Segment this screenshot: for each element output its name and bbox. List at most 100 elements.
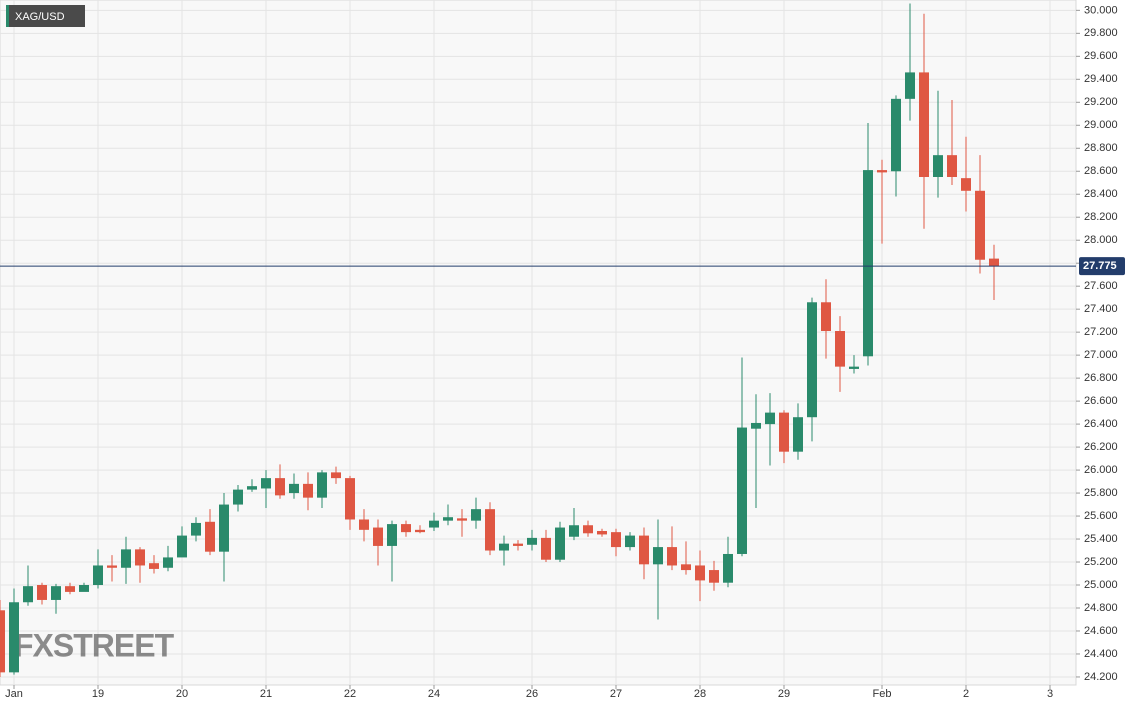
candle-body [891, 98, 901, 172]
candle-body [625, 535, 635, 548]
candle-body [443, 517, 453, 521]
candle-body [247, 486, 257, 490]
y-tick-label: 29.600 [1084, 50, 1118, 62]
candle-body [107, 565, 117, 568]
y-tick-label: 26.800 [1084, 372, 1118, 384]
candle-body [639, 535, 649, 565]
candle-body [947, 155, 957, 177]
x-tick-label: 24 [428, 688, 440, 700]
candle-body [751, 422, 761, 429]
candle-body [331, 472, 341, 479]
candle-body [163, 557, 173, 568]
x-tick-label: Jan [5, 688, 23, 700]
y-tick-label: 25.000 [1084, 579, 1118, 591]
x-tick-label: Feb [873, 688, 892, 700]
candle-body [177, 535, 187, 558]
y-tick-label: 24.800 [1084, 602, 1118, 614]
candle-body [149, 563, 159, 569]
y-tick-label: 24.200 [1084, 671, 1118, 683]
candle-body [863, 170, 873, 357]
y-tick-label: 26.600 [1084, 395, 1118, 407]
candle-body [905, 72, 915, 99]
candle-body [0, 610, 5, 673]
candle-body [919, 72, 929, 177]
candle-body [485, 509, 495, 551]
candle-body [289, 483, 299, 494]
candle-body [9, 602, 19, 673]
candle-body [513, 543, 523, 546]
candle-body [37, 585, 47, 600]
y-tick-label: 28.600 [1084, 165, 1118, 177]
candle-body [275, 478, 285, 496]
candle-body [79, 585, 89, 592]
candle-body [653, 547, 663, 565]
candle-body [737, 427, 747, 554]
y-tick-label: 30.000 [1084, 4, 1118, 16]
candle-body [555, 527, 565, 560]
y-tick-label: 29.400 [1084, 73, 1118, 85]
candle-body [611, 532, 621, 548]
chart-title: XAG/USD [15, 11, 65, 23]
y-tick-label: 28.800 [1084, 142, 1118, 154]
y-tick-label: 28.000 [1084, 234, 1118, 246]
candle-body [135, 549, 145, 566]
candle-body [499, 543, 509, 551]
x-tick-label: 28 [694, 688, 706, 700]
last-price-label: 27.775 [1083, 260, 1117, 272]
y-tick-label: 25.800 [1084, 487, 1118, 499]
candle-body [233, 489, 243, 505]
candle-body [205, 521, 215, 552]
y-tick-label: 29.200 [1084, 96, 1118, 108]
candle-body [975, 190, 985, 260]
candle-body [51, 586, 61, 600]
x-tick-label: 27 [610, 688, 622, 700]
candle-body [345, 478, 355, 520]
x-tick-label: 26 [526, 688, 538, 700]
candle-body [401, 524, 411, 533]
candle-body [303, 483, 313, 498]
x-tick-label: 3 [1047, 688, 1053, 700]
watermark: FXSTREET [14, 627, 175, 663]
x-tick-label: 19 [92, 688, 104, 700]
candle-body [695, 565, 705, 581]
candle-body [457, 518, 467, 521]
candle-body [835, 331, 845, 367]
y-tick-label: 28.400 [1084, 188, 1118, 200]
candle-body [359, 519, 369, 530]
y-tick-label: 25.200 [1084, 556, 1118, 568]
candle-body [933, 155, 943, 177]
candle-body [23, 586, 33, 603]
candle-body [709, 570, 719, 583]
candles [0, 3, 999, 677]
candle-body [961, 178, 971, 191]
candle-body [723, 553, 733, 583]
x-tick-label: 21 [260, 688, 272, 700]
candle-body [317, 472, 327, 498]
y-tick-label: 27.400 [1084, 303, 1118, 315]
y-tick-label: 26.200 [1084, 441, 1118, 453]
candle-body [541, 537, 551, 560]
candle-body [373, 527, 383, 546]
candle-body [779, 412, 789, 452]
y-tick-label: 29.800 [1084, 27, 1118, 39]
x-tick-label: 20 [176, 688, 188, 700]
candle-body [93, 565, 103, 586]
candle-body [765, 412, 775, 425]
y-tick-label: 25.400 [1084, 533, 1118, 545]
y-tick-label: 29.000 [1084, 119, 1118, 131]
candle-body [597, 530, 607, 535]
candle-body [569, 525, 579, 537]
candle-body [429, 520, 439, 528]
grid [0, 0, 1076, 685]
candle-body [667, 547, 677, 566]
candle-body [387, 524, 397, 546]
x-tick-label: 29 [778, 688, 790, 700]
y-tick-label: 24.600 [1084, 625, 1118, 637]
candle-body [681, 564, 691, 571]
candle-body [121, 549, 131, 568]
candle-body [191, 522, 201, 536]
y-tick-label: 24.400 [1084, 648, 1118, 660]
y-tick-label: 26.000 [1084, 464, 1118, 476]
y-tick-label: 27.000 [1084, 349, 1118, 361]
